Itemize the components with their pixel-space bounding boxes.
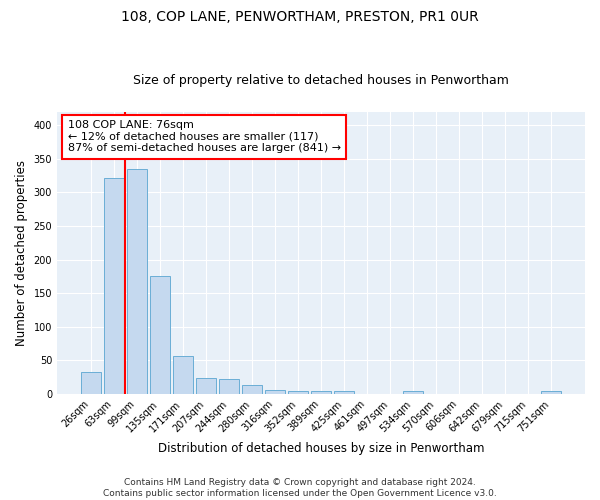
Bar [265, 390, 285, 394]
Bar [541, 391, 561, 394]
Bar [104, 178, 124, 394]
Bar [403, 391, 423, 394]
Bar [150, 276, 170, 394]
Bar [196, 378, 216, 394]
Bar [311, 390, 331, 394]
Bar [81, 372, 101, 394]
Text: 108 COP LANE: 76sqm
← 12% of detached houses are smaller (117)
87% of semi-detac: 108 COP LANE: 76sqm ← 12% of detached ho… [68, 120, 341, 154]
Text: 108, COP LANE, PENWORTHAM, PRESTON, PR1 0UR: 108, COP LANE, PENWORTHAM, PRESTON, PR1 … [121, 10, 479, 24]
Bar [173, 356, 193, 394]
Bar [334, 390, 354, 394]
Bar [219, 379, 239, 394]
Bar [127, 169, 146, 394]
X-axis label: Distribution of detached houses by size in Penwortham: Distribution of detached houses by size … [158, 442, 484, 455]
Bar [288, 390, 308, 394]
Bar [242, 385, 262, 394]
Title: Size of property relative to detached houses in Penwortham: Size of property relative to detached ho… [133, 74, 509, 87]
Text: Contains HM Land Registry data © Crown copyright and database right 2024.
Contai: Contains HM Land Registry data © Crown c… [103, 478, 497, 498]
Y-axis label: Number of detached properties: Number of detached properties [15, 160, 28, 346]
